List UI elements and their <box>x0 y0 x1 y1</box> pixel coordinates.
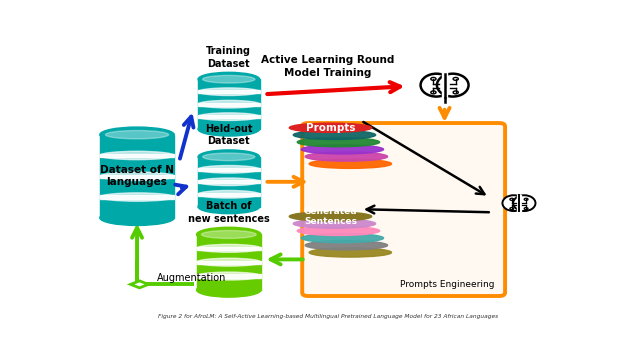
Ellipse shape <box>100 151 174 159</box>
Text: Augmentation: Augmentation <box>157 273 227 283</box>
Ellipse shape <box>202 230 256 238</box>
Ellipse shape <box>203 76 255 83</box>
Ellipse shape <box>301 145 383 154</box>
Ellipse shape <box>513 195 536 211</box>
Polygon shape <box>131 281 148 288</box>
Bar <box>198 180 260 184</box>
Ellipse shape <box>297 138 380 147</box>
Bar <box>196 234 261 290</box>
Ellipse shape <box>437 74 468 96</box>
Bar <box>442 72 447 97</box>
Ellipse shape <box>203 153 255 161</box>
Ellipse shape <box>106 130 169 139</box>
Bar <box>517 195 521 211</box>
Bar <box>196 247 261 250</box>
Ellipse shape <box>198 122 260 136</box>
Bar <box>198 168 260 171</box>
Bar <box>196 274 261 278</box>
Ellipse shape <box>196 272 261 280</box>
Ellipse shape <box>309 248 392 257</box>
Bar <box>198 157 260 207</box>
Bar <box>198 103 260 106</box>
Ellipse shape <box>301 234 383 243</box>
Bar <box>198 79 260 129</box>
Ellipse shape <box>293 130 376 140</box>
Text: Prompts Engineering: Prompts Engineering <box>399 279 494 288</box>
Ellipse shape <box>100 193 174 201</box>
Ellipse shape <box>100 210 174 225</box>
Ellipse shape <box>198 200 260 214</box>
Ellipse shape <box>305 241 388 250</box>
Ellipse shape <box>198 178 260 186</box>
Ellipse shape <box>198 166 260 173</box>
Ellipse shape <box>100 127 174 142</box>
Bar <box>196 261 261 264</box>
Bar <box>198 90 260 93</box>
Ellipse shape <box>198 113 260 121</box>
Text: Figure 2 for AfroLM: A Self-Active Learning-based Multilingual Pretrained Langua: Figure 2 for AfroLM: A Self-Active Learn… <box>158 314 498 319</box>
Text: Dataset of N
languages: Dataset of N languages <box>100 166 174 187</box>
Ellipse shape <box>297 226 380 235</box>
Ellipse shape <box>198 150 260 164</box>
FancyBboxPatch shape <box>302 123 505 296</box>
Ellipse shape <box>305 152 388 161</box>
Ellipse shape <box>198 88 260 95</box>
Ellipse shape <box>198 190 260 198</box>
Text: Held-out
Dataset: Held-out Dataset <box>205 124 253 147</box>
Bar <box>100 135 174 218</box>
Text: Active Learning Round
Model Training: Active Learning Round Model Training <box>261 55 395 78</box>
Ellipse shape <box>309 159 392 168</box>
Ellipse shape <box>502 195 525 211</box>
Bar <box>100 175 174 178</box>
Bar <box>198 115 260 118</box>
Ellipse shape <box>196 244 261 252</box>
Ellipse shape <box>289 212 372 221</box>
Ellipse shape <box>196 258 261 266</box>
Ellipse shape <box>293 219 376 228</box>
Ellipse shape <box>198 100 260 108</box>
Ellipse shape <box>289 123 372 132</box>
Ellipse shape <box>198 72 260 86</box>
Ellipse shape <box>196 227 261 242</box>
Text: Prompts: Prompts <box>306 123 355 133</box>
Text: Batch of
new sentences: Batch of new sentences <box>188 201 269 224</box>
Ellipse shape <box>196 283 261 297</box>
Bar <box>100 195 174 199</box>
Bar <box>198 193 260 196</box>
Bar <box>100 154 174 157</box>
Ellipse shape <box>420 74 452 96</box>
Text: Generated
Sentences: Generated Sentences <box>303 207 357 226</box>
Text: Training
Dataset: Training Dataset <box>206 46 252 69</box>
Ellipse shape <box>100 172 174 180</box>
